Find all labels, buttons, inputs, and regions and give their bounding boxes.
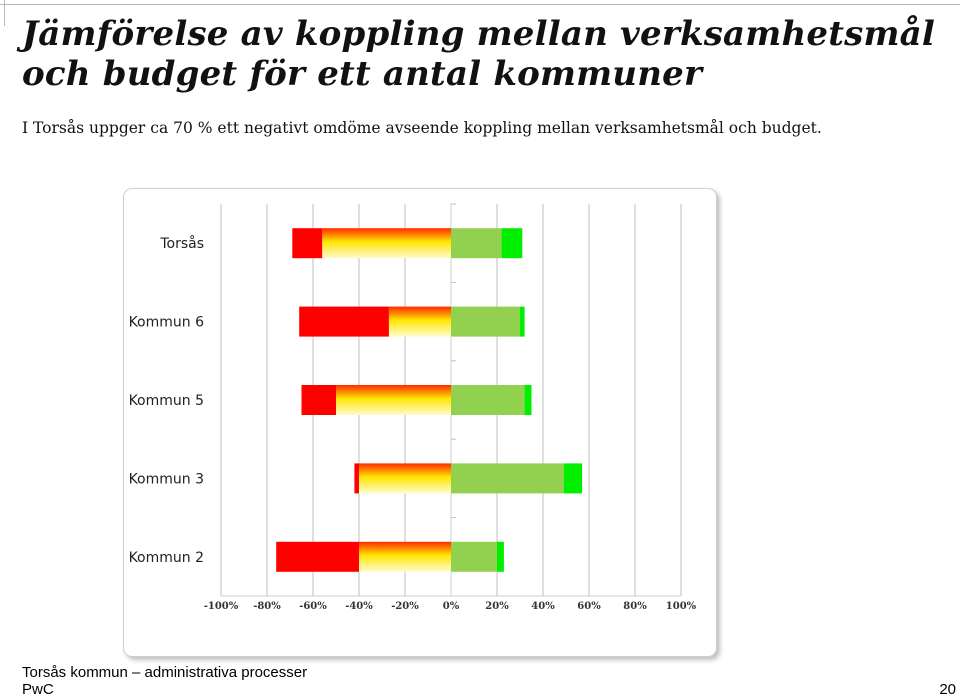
bar-segment-ganska-negativt xyxy=(388,306,451,337)
bar-segment-ganska-positivt xyxy=(451,463,564,494)
x-tick-label: -80% xyxy=(253,601,281,612)
bar-segment-mycket-positivt xyxy=(520,306,525,337)
x-tick-label: 80% xyxy=(623,601,647,612)
bar-segment-mycket-negativt xyxy=(354,463,359,494)
page-subtitle: I Torsås uppger ca 70 % ett negativt omd… xyxy=(22,119,822,137)
category-label: Kommun 6 xyxy=(129,315,205,331)
category-label: Kommun 5 xyxy=(129,393,204,409)
footer-brand: PwC xyxy=(22,681,54,698)
bar-segment-mycket-negativt xyxy=(276,541,359,572)
page-number: 20 xyxy=(939,681,956,698)
diverging-bar-chart: -100% -80% -60% -40% -20% 0% 20% 40% 60% 80% 100% T… xyxy=(129,203,697,612)
bar-segment-ganska-positivt xyxy=(451,385,525,415)
category-label: Kommun 2 xyxy=(129,550,204,566)
bar-segment-ganska-negativt xyxy=(359,541,451,572)
bar-segment-ganska-negativt xyxy=(336,385,451,415)
bar-segment-mycket-positivt xyxy=(501,228,523,259)
x-tick-label: -20% xyxy=(391,601,419,612)
x-tick-label: -100% xyxy=(204,601,239,612)
bar-segment-ganska-negativt xyxy=(359,463,451,494)
page-title-line-2: och budget för ett antal kommuner xyxy=(22,54,703,94)
page-title-line-1: Jämförelse av koppling mellan verksamhet… xyxy=(22,14,935,54)
bar-segment-mycket-negativt xyxy=(299,306,389,337)
x-tick-label: -40% xyxy=(345,601,373,612)
x-tick-label: 0% xyxy=(443,601,460,612)
bar-segment-ganska-positivt xyxy=(451,306,520,337)
corner-line-vertical xyxy=(4,0,5,26)
footer: Torsås kommun – administrativa processer… xyxy=(22,664,307,698)
bar-segment-ganska-negativt xyxy=(322,228,451,259)
category-label: Kommun 3 xyxy=(129,471,204,487)
category-label: Torsås xyxy=(159,235,204,252)
bar-segment-mycket-negativt xyxy=(292,228,323,259)
x-tick-label: 60% xyxy=(577,601,601,612)
corner-line-horizontal xyxy=(0,4,960,5)
footer-line-1: Torsås kommun – administrativa processer xyxy=(22,664,308,681)
bar-segment-mycket-positivt xyxy=(497,541,504,572)
bar-segment-ganska-positivt xyxy=(451,541,497,572)
bar-segment-mycket-negativt xyxy=(301,385,336,415)
chart-frame: -100% -80% -60% -40% -20% 0% 20% 40% 60% 80% 100% T… xyxy=(123,188,717,657)
page-title: Jämförelse av koppling mellan verksamhet… xyxy=(22,14,935,94)
x-tick-label: -60% xyxy=(299,601,327,612)
bar-segment-mycket-positivt xyxy=(563,463,583,494)
x-tick-label: 100% xyxy=(666,601,697,612)
x-tick-label: 40% xyxy=(531,601,555,612)
bar-segment-ganska-positivt xyxy=(451,228,502,259)
bar-segment-mycket-positivt xyxy=(524,385,532,415)
x-tick-label: 20% xyxy=(485,601,509,612)
